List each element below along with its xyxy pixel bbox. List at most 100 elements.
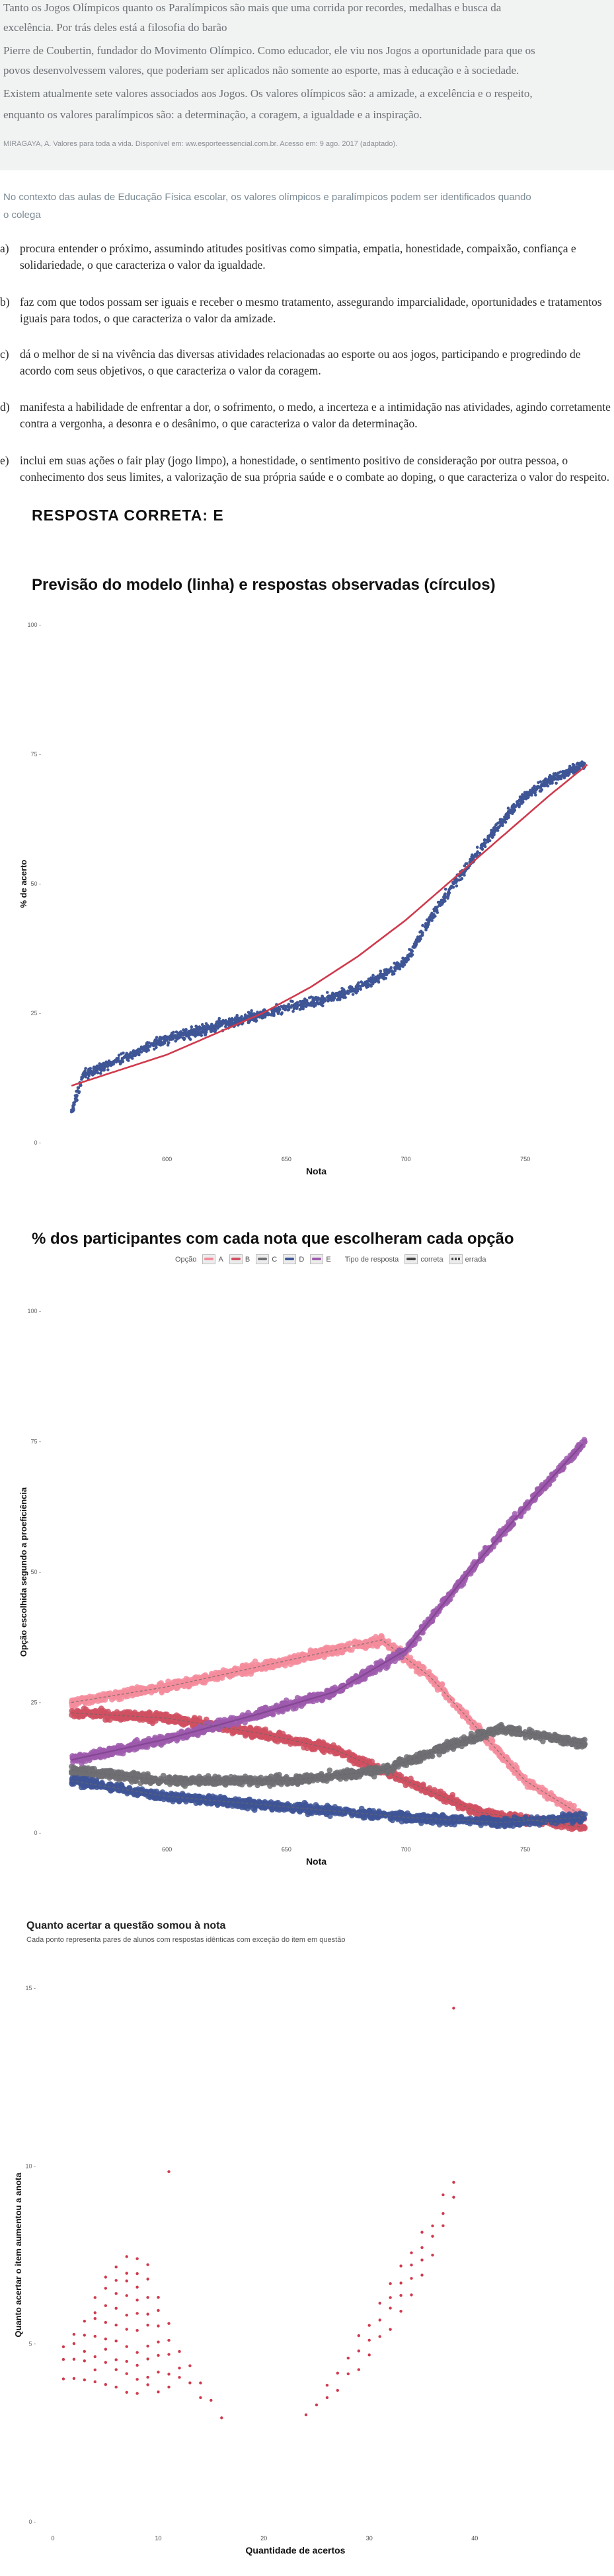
observed-point	[429, 913, 432, 917]
observed-point	[371, 981, 374, 985]
observed-point	[421, 931, 424, 935]
alternative-text: procura entender o próximo, assumindo at…	[20, 242, 576, 271]
observed-point	[406, 954, 410, 958]
legend-swatch-e	[310, 1254, 324, 1264]
observed-point	[419, 937, 422, 941]
observed-point	[393, 969, 397, 972]
model-prediction-line	[71, 764, 588, 1087]
question-stem: No contexto das aulas de Educação Física…	[3, 192, 531, 221]
observed-point	[145, 1049, 148, 1052]
observed-point	[301, 999, 305, 1003]
observed-point	[188, 1032, 192, 1036]
option-a-point	[566, 1806, 572, 1812]
legend-swatch-a	[202, 1254, 216, 1264]
observed-point	[509, 808, 513, 812]
observed-point	[69, 1110, 73, 1114]
observed-point	[198, 1027, 202, 1030]
observed-point	[366, 985, 370, 989]
observed-point	[299, 999, 302, 1003]
alternative-text: manifesta a habilidade de enfrentar a do…	[20, 400, 611, 430]
option-a-point	[518, 1771, 524, 1778]
option-b-point	[455, 1805, 461, 1812]
observed-point	[270, 1009, 274, 1013]
observed-point	[425, 918, 429, 921]
support-text-box: Tanto os Jogos Olímpicos quanto os Paral…	[0, 0, 614, 170]
alternative-text: dá o melhor de si na vivência das divers…	[20, 347, 581, 377]
observed-point	[533, 791, 537, 794]
y-axis-label: % de acerto	[19, 859, 28, 908]
support-text-line: povos desenvolvessem valores, que poderi…	[3, 64, 519, 77]
observed-point	[272, 1013, 276, 1016]
observed-point	[311, 1003, 315, 1007]
observed-point	[232, 1018, 236, 1022]
observed-point	[219, 1020, 223, 1023]
observed-point	[144, 1046, 148, 1050]
alternative-text: inclui em suas ações o fair play (jogo l…	[20, 454, 610, 483]
observed-point	[106, 1068, 110, 1071]
option-b-point	[403, 1776, 408, 1783]
observed-point	[244, 1016, 247, 1019]
observed-point	[332, 997, 336, 1000]
observed-point	[200, 1030, 204, 1034]
observed-point	[549, 773, 552, 777]
observed-point	[305, 1003, 309, 1007]
option-a-point	[349, 1647, 355, 1653]
observed-point	[98, 1071, 102, 1075]
observed-point	[247, 1011, 250, 1015]
observed-point	[126, 1058, 129, 1061]
option-b-point	[153, 1709, 159, 1716]
observed-point	[356, 985, 359, 989]
observed-point	[573, 769, 577, 773]
observed-point	[475, 845, 479, 849]
support-text-line: Existem atualmente sete valores associad…	[3, 87, 533, 100]
option-b-point	[160, 1716, 166, 1722]
observed-point	[328, 997, 331, 1001]
observed-point	[364, 984, 367, 987]
observed-point	[77, 1086, 81, 1090]
reference-citation: MIRAGAYA, A. Valores para toda a vida. D…	[3, 140, 398, 148]
observed-point	[393, 966, 397, 970]
y-tick-label: 25 -	[30, 1699, 41, 1706]
observed-point	[155, 1036, 159, 1039]
observed-point	[424, 922, 428, 925]
observed-point	[533, 784, 536, 788]
observed-point	[531, 788, 534, 791]
observed-point	[100, 1063, 104, 1067]
observed-point	[442, 896, 445, 899]
observed-point	[516, 803, 520, 806]
observed-point	[131, 1057, 134, 1060]
observed-point	[512, 803, 516, 806]
observed-point	[200, 1034, 204, 1037]
observed-point	[321, 996, 325, 1000]
observed-point	[349, 989, 353, 993]
observed-point	[210, 1028, 213, 1032]
observed-point	[455, 884, 459, 888]
observed-point	[188, 1030, 192, 1034]
option-b-point	[301, 1744, 307, 1751]
observed-point	[208, 1026, 211, 1029]
alternative-letter: d)	[0, 400, 10, 413]
observed-point	[445, 895, 449, 898]
observed-point	[117, 1059, 121, 1063]
observed-point	[521, 797, 525, 801]
observed-point	[192, 1032, 196, 1036]
observed-point	[125, 1052, 128, 1056]
y-tick-label: 50 -	[30, 880, 41, 887]
x-tick-label: 700	[401, 1846, 410, 1853]
x-axis-label: Nota	[306, 1856, 326, 1867]
legend-swatch-d	[283, 1254, 297, 1264]
y-axis-label: Opção escolhida segundo a proeficiência	[19, 1487, 28, 1657]
observed-point	[374, 979, 377, 982]
option-b-point	[93, 1712, 99, 1719]
observed-point	[460, 877, 464, 880]
observed-point	[166, 1044, 170, 1047]
observed-point	[494, 823, 498, 826]
option-a-point	[140, 1689, 147, 1695]
observed-point	[234, 1021, 237, 1024]
observed-point	[412, 942, 416, 946]
observed-point	[188, 1038, 192, 1041]
observed-point	[440, 902, 443, 906]
legend-swatch-b	[229, 1254, 243, 1264]
option-a-point	[459, 1710, 465, 1716]
observed-point	[179, 1030, 182, 1034]
